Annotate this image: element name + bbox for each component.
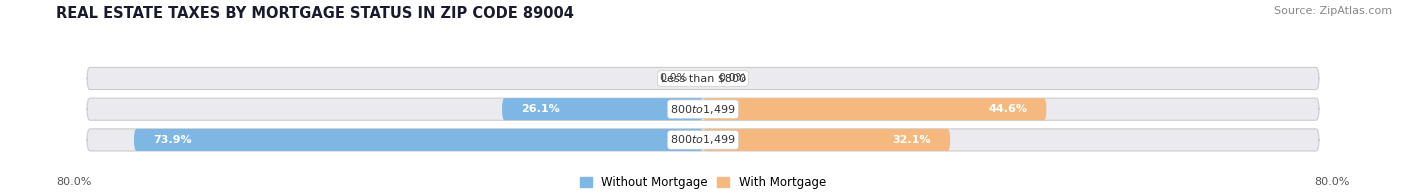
Text: 73.9%: 73.9% [153, 135, 191, 145]
Text: Source: ZipAtlas.com: Source: ZipAtlas.com [1274, 6, 1392, 16]
FancyBboxPatch shape [134, 129, 703, 151]
Text: 80.0%: 80.0% [56, 177, 91, 187]
FancyBboxPatch shape [703, 129, 950, 151]
Text: $800 to $1,499: $800 to $1,499 [671, 103, 735, 116]
Text: 0.0%: 0.0% [659, 74, 688, 83]
Text: 26.1%: 26.1% [522, 104, 560, 114]
FancyBboxPatch shape [87, 98, 1319, 120]
Text: 32.1%: 32.1% [893, 135, 931, 145]
Legend: Without Mortgage, With Mortgage: Without Mortgage, With Mortgage [581, 176, 825, 189]
Text: 0.0%: 0.0% [718, 74, 747, 83]
Text: REAL ESTATE TAXES BY MORTGAGE STATUS IN ZIP CODE 89004: REAL ESTATE TAXES BY MORTGAGE STATUS IN … [56, 6, 574, 21]
Text: 44.6%: 44.6% [988, 104, 1028, 114]
Text: $800 to $1,499: $800 to $1,499 [671, 133, 735, 146]
Text: Less than $800: Less than $800 [661, 74, 745, 83]
FancyBboxPatch shape [87, 67, 1319, 90]
FancyBboxPatch shape [87, 129, 1319, 151]
FancyBboxPatch shape [703, 98, 1046, 120]
FancyBboxPatch shape [502, 98, 703, 120]
Text: 80.0%: 80.0% [1315, 177, 1350, 187]
